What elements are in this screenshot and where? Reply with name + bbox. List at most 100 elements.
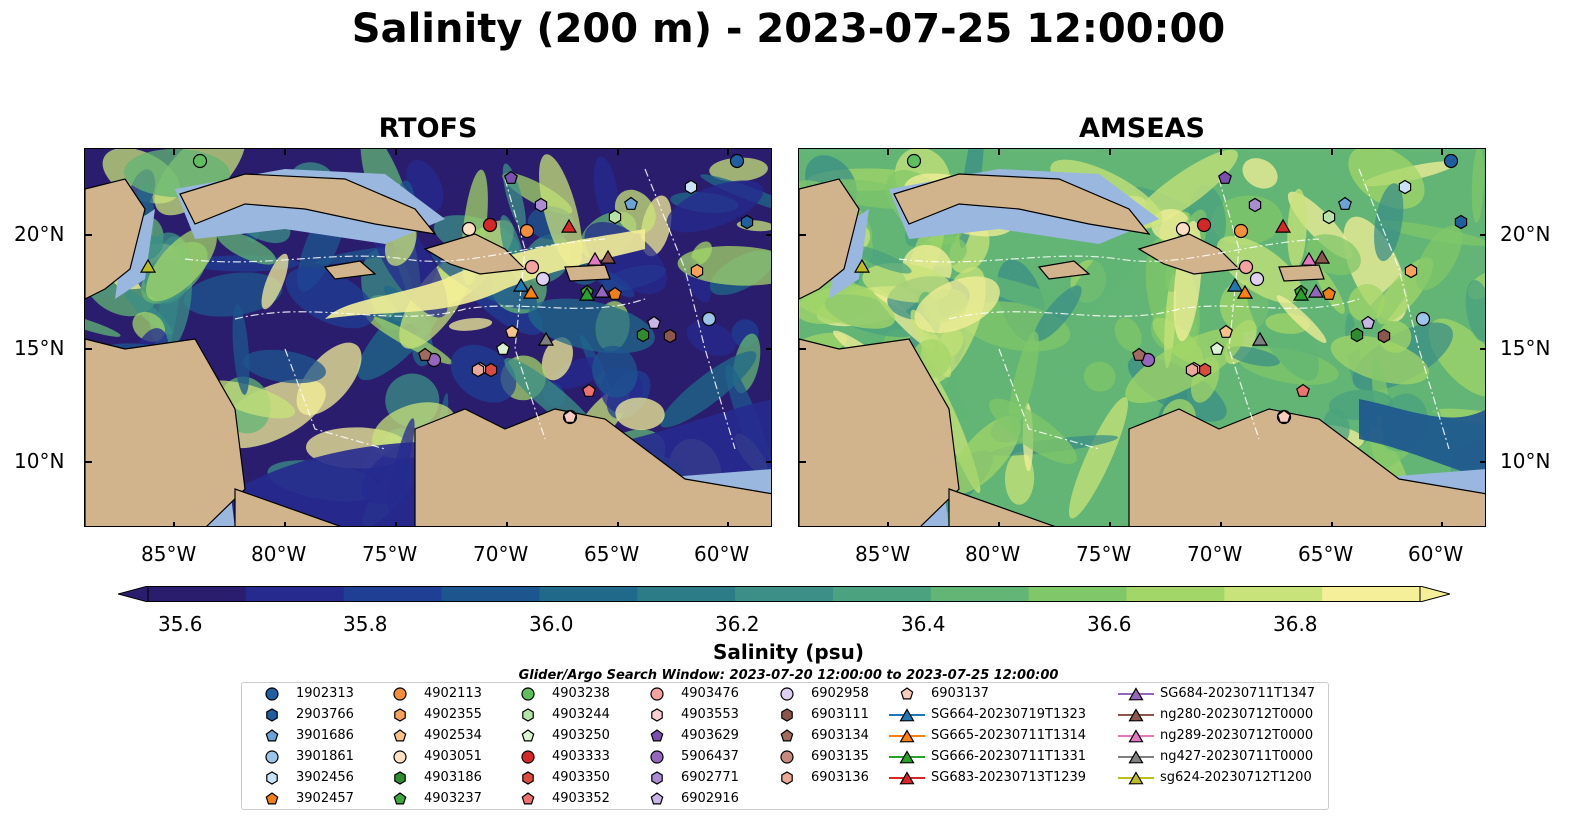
hexagon-marker-icon — [266, 771, 278, 785]
lat-tick-left: 20°N — [14, 222, 65, 246]
colorbar-segment — [930, 586, 1030, 602]
salinity-eddy — [1033, 285, 1082, 342]
platform-marker-6903111 — [1377, 328, 1391, 344]
legend-symbol — [266, 771, 278, 785]
legend-label: 4903553 — [681, 707, 739, 722]
colorbar-segment — [245, 586, 345, 602]
platform-marker-4903352 — [1296, 383, 1310, 397]
search-window-note: Glider/Argo Search Window: 2023-07-20 12… — [518, 668, 1059, 683]
legend-label: 3901686 — [296, 728, 354, 743]
legend-symbol — [899, 771, 915, 785]
platform-marker-1902313 — [1443, 153, 1459, 169]
pentagon-marker-icon — [780, 729, 794, 742]
land-mass — [1278, 264, 1325, 282]
lat-tick-right: 10°N — [1500, 449, 1551, 473]
salinity-eddy — [914, 276, 1000, 333]
legend-label: 3902456 — [296, 770, 354, 785]
salinity-eddy — [592, 345, 638, 398]
legend-symbol — [393, 729, 407, 742]
pentagon-marker-icon — [393, 729, 407, 742]
platform-marker-SG665-20230711T1314 — [1236, 284, 1254, 299]
circle-marker-icon — [650, 750, 664, 764]
legend-symbol — [393, 750, 407, 764]
lat-tick-right: 15°N — [1500, 336, 1551, 360]
legend-label: 6902958 — [811, 686, 869, 701]
platform-marker-4903333 — [482, 217, 498, 233]
salinity-eddy — [261, 253, 289, 310]
salinity-eddy — [1242, 158, 1278, 189]
pentagon-marker-icon — [900, 687, 914, 700]
platform-marker-6902958 — [535, 271, 551, 287]
salinity-eddy — [615, 397, 665, 431]
salinity-eddy — [614, 189, 656, 234]
platform-marker-2903766 — [1454, 214, 1468, 230]
platform-marker-SG664-20230719T1323 — [512, 277, 530, 292]
platform-marker-ng289-20230712T0000 — [1300, 251, 1318, 266]
platform-marker-6902916 — [1361, 315, 1375, 329]
legend-symbol — [1128, 771, 1144, 785]
legend-label: 4902355 — [424, 707, 482, 722]
platform-marker-6903134 — [418, 347, 432, 361]
triangle-marker-icon — [889, 750, 925, 764]
platform-marker-3901686 — [1338, 196, 1352, 210]
colorbar-segment — [637, 586, 736, 602]
platform-marker-SG683-20230713T1239 — [560, 218, 578, 233]
salinity-colorbar — [118, 586, 1450, 602]
salinity-eddy — [242, 349, 326, 384]
amseas-salinity-map — [798, 148, 1486, 527]
colorbar-segment — [343, 586, 443, 602]
legend-symbol — [265, 729, 279, 742]
land-mass — [948, 488, 1056, 526]
hexagon-marker-icon — [651, 708, 663, 722]
legend-symbol — [780, 729, 794, 742]
platform-marker-3902456 — [1398, 179, 1412, 195]
legend-label: 6902916 — [681, 791, 739, 806]
salinity-eddy — [1226, 346, 1280, 367]
platform-marker-SG683-20230713T1239 — [1274, 218, 1292, 233]
lon-tick-right: 85°W — [855, 542, 911, 566]
circle-marker-icon — [265, 750, 279, 764]
platform-marker-ng289-20230712T0000 — [586, 251, 604, 266]
platform-marker-4903238 — [192, 153, 208, 169]
platform-marker-4903350 — [484, 362, 498, 378]
eez-boundary — [998, 348, 1100, 450]
hexagon-marker-icon — [651, 771, 663, 785]
platform-marker-6902916 — [647, 315, 661, 329]
legend-symbol — [521, 750, 535, 764]
eez-boundary — [504, 178, 546, 440]
lon-tick-right: 70°W — [1187, 542, 1243, 566]
platform-marker-4903629 — [1218, 170, 1232, 184]
salinity-eddy — [1465, 279, 1485, 342]
platform-marker-4903244 — [1322, 209, 1336, 225]
legend-label: 6903111 — [811, 707, 869, 722]
circle-marker-icon — [521, 750, 535, 764]
legend-label: 4903476 — [681, 686, 739, 701]
salinity-eddy — [660, 351, 757, 428]
salinity-eddy — [1164, 274, 1177, 369]
platform-marker-sg624-20230712T1200 — [853, 258, 871, 273]
legend-symbol — [651, 708, 663, 722]
legend-symbol — [1128, 687, 1144, 701]
salinity-eddy — [146, 226, 217, 302]
salinity-eddy — [541, 337, 573, 381]
platform-marker-6902771 — [534, 197, 548, 213]
legend-label: 4903244 — [552, 707, 610, 722]
legend-label: SG684-20230711T1347 — [1160, 686, 1316, 701]
pentagon-marker-icon — [521, 729, 535, 742]
legend-label: SG664-20230719T1323 — [931, 707, 1087, 722]
eez-boundary — [234, 298, 646, 320]
lon-tick-left: 75°W — [362, 542, 418, 566]
legend-label: 4903629 — [681, 728, 739, 743]
platform-marker-4903051 — [461, 221, 477, 237]
salinity-eddy — [232, 303, 250, 395]
land-mass — [564, 264, 611, 282]
salinity-eddy — [1083, 361, 1116, 392]
platform-marker-SG665-20230711T1314 — [522, 284, 540, 299]
pentagon-marker-icon — [650, 729, 664, 742]
circle-marker-icon — [393, 687, 407, 701]
legend-label: SG683-20230713T1239 — [931, 770, 1087, 785]
pentagon-marker-icon — [265, 792, 279, 805]
salinity-eddy — [448, 318, 493, 331]
colorbar-frame — [147, 586, 1421, 602]
legend-label: 4903051 — [424, 749, 482, 764]
